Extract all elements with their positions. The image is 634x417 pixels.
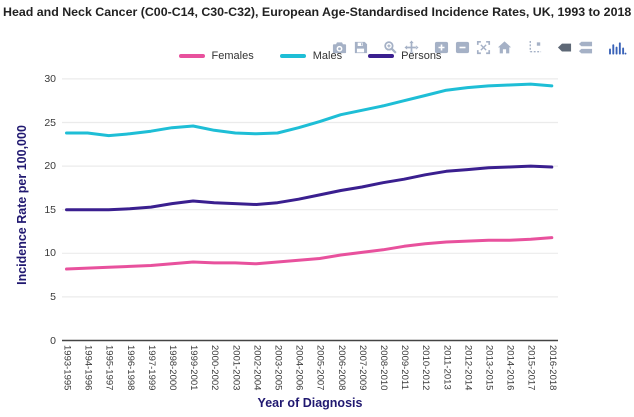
y-tick-label: 0 — [50, 334, 56, 347]
x-tick-label: 2004-2006 — [293, 345, 305, 391]
line-males[interactable] — [65, 82, 554, 138]
x-tick-label: 2010-2012 — [420, 345, 432, 391]
zoom-in-icon[interactable] — [431, 39, 452, 56]
x-tick-label: 1993-1995 — [61, 345, 73, 391]
zoom-icon[interactable] — [380, 39, 401, 56]
x-tick-label: 2015-2017 — [525, 345, 537, 391]
x-tick-label: 2012-2014 — [462, 345, 474, 391]
x-tick-label: 1994-1996 — [82, 345, 94, 391]
legend-label: Males — [312, 50, 343, 62]
hover-compare-icon[interactable] — [575, 39, 596, 56]
y-tick-label: 15 — [44, 203, 56, 216]
x-tick-label: 2008-2010 — [378, 345, 389, 391]
y-tick-label: 20 — [44, 160, 56, 173]
legend-item-females[interactable]: Females — [178, 50, 254, 62]
x-tick-label: 2016-2018 — [546, 345, 558, 391]
plotly-modebar — [329, 39, 630, 55]
legend-swatch — [368, 54, 395, 58]
legend: Females Males Persons — [62, 50, 558, 62]
x-tick-label: 2005-2007 — [314, 345, 326, 391]
save-icon[interactable] — [350, 39, 371, 56]
spikelines-icon[interactable] — [524, 39, 545, 56]
pan-icon[interactable] — [401, 39, 422, 56]
chart-title: Head and Neck Cancer (C00-C14, C30-C32),… — [3, 5, 632, 19]
legend-item-persons[interactable]: Persons — [368, 50, 441, 62]
line-persons[interactable] — [65, 164, 554, 212]
x-axis-title: Year of Diagnosis — [257, 396, 363, 410]
x-tick-label: 2009-2011 — [399, 345, 411, 390]
home-icon[interactable] — [494, 39, 515, 56]
x-tick-label: 1996-1998 — [124, 345, 136, 391]
y-tick-label: 5 — [50, 290, 56, 303]
zoom-out-icon[interactable] — [452, 39, 473, 56]
legend-swatch — [178, 54, 205, 58]
plotly-logo-icon[interactable] — [605, 39, 630, 56]
hover-closest-icon[interactable] — [554, 39, 575, 56]
y-tick-label: 10 — [44, 247, 56, 260]
legend-swatch — [279, 54, 306, 58]
y-tick-label: 30 — [44, 72, 56, 85]
line-females[interactable] — [65, 236, 554, 271]
x-tick-label: 1999-2001 — [188, 345, 200, 391]
x-tick-label: 2011-2013 — [441, 345, 453, 390]
x-tick-label: 2006-2008 — [335, 345, 347, 391]
x-tick-label: 1995-1997 — [103, 345, 115, 391]
legend-item-males[interactable]: Males — [279, 50, 343, 62]
x-tick-label: 1997-1999 — [145, 345, 157, 391]
x-tick-label: 1998-2000 — [167, 345, 178, 391]
x-tick-label: 2000-2002 — [209, 345, 221, 391]
camera-icon[interactable] — [329, 39, 350, 56]
x-tick-label: 2007-2009 — [356, 345, 368, 391]
x-tick-label: 2014-2016 — [504, 345, 516, 391]
autoscale-icon[interactable] — [473, 39, 494, 56]
x-tick-label: 2002-2004 — [251, 345, 263, 391]
x-tick-label: 2003-2005 — [272, 345, 284, 391]
legend-label: Females — [211, 50, 254, 62]
y-tick-label: 25 — [44, 116, 56, 129]
x-tick-label: 2001-2003 — [230, 345, 242, 391]
legend-label: Persons — [401, 50, 442, 62]
x-tick-label: 2013-2015 — [483, 345, 495, 391]
